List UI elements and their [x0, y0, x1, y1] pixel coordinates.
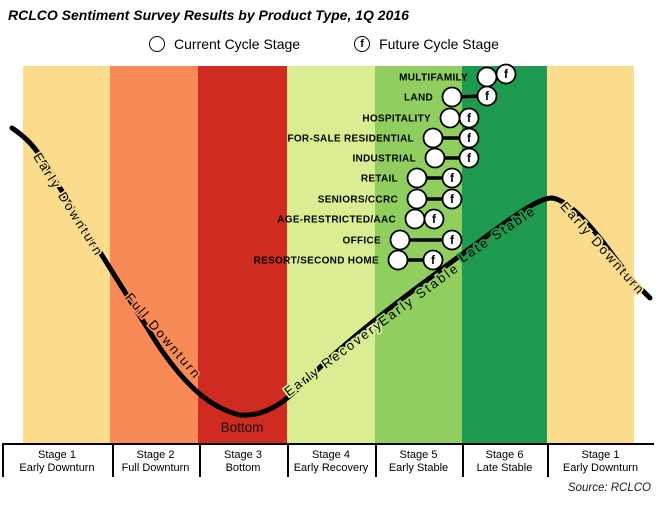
- stage-axis-tick: [2, 444, 4, 477]
- stage-number: Stage 5: [399, 449, 438, 461]
- stage-name: Full Downturn: [121, 462, 190, 474]
- stage-axis-tick: [462, 444, 464, 477]
- stage-name: Late Stable: [476, 462, 533, 474]
- stage-axis-tick: [287, 444, 289, 477]
- stage-number: Stage 2: [136, 449, 175, 461]
- legend-item-future: f Future Cycle Stage: [354, 36, 499, 52]
- stage-axis-line: [2, 443, 654, 445]
- stage-number: Stage 1: [581, 449, 620, 461]
- stage-axis-tick: [547, 444, 549, 477]
- stage-band-full-downturn: [110, 66, 198, 444]
- source-note: Source: RCLCO: [567, 482, 651, 494]
- stage-axis-tick: [112, 444, 114, 477]
- stage-name: Early Recovery: [293, 462, 369, 474]
- legend-label-future: Future Cycle Stage: [379, 36, 499, 52]
- stage-band-early-downturn: [23, 66, 110, 444]
- legend-item-current: Current Cycle Stage: [149, 36, 300, 52]
- legend-label-current: Current Cycle Stage: [174, 36, 301, 52]
- stage-axis-cell-bottom: Stage 3 Bottom: [201, 449, 285, 475]
- future-cycle-stage-icon: f: [354, 36, 371, 52]
- stage-band-late-stable: [462, 66, 547, 444]
- stage-axis-cell-early-downturn: Stage 1 Early Downturn: [549, 449, 652, 475]
- stage-number: Stage 4: [312, 449, 350, 461]
- stage-axis-cell-early-stable: Stage 5 Early Stable: [377, 449, 460, 475]
- page-title: RCLCO Sentiment Survey Results by Produc…: [8, 7, 409, 23]
- stage-name: Early Stable: [388, 462, 449, 474]
- stage-number: Stage 1: [38, 449, 76, 461]
- stage-number: Stage 6: [485, 449, 524, 461]
- legend: Current Cycle Stage f Future Cycle Stage: [149, 36, 499, 52]
- stage-band-early-downturn: [547, 66, 634, 444]
- stage-name: Early Downturn: [19, 462, 95, 474]
- stage-axis-cell-early-recovery: Stage 4 Early Recovery: [289, 449, 373, 475]
- stage-axis-cell-early-downturn: Stage 1 Early Downturn: [4, 449, 110, 475]
- stage-number: Stage 3: [224, 449, 262, 461]
- stage-axis-cell-full-downturn: Stage 2 Full Downturn: [114, 449, 197, 475]
- stage-name: Bottom: [225, 462, 261, 474]
- stage-band-early-recovery: [287, 66, 375, 444]
- stage-axis-cell-late-stable: Stage 6 Late Stable: [464, 449, 545, 475]
- stage-name: Early Downturn: [562, 462, 639, 474]
- stage-band-bottom: [198, 66, 287, 444]
- stage-axis-tick: [199, 444, 201, 477]
- stage-band-early-stable: [375, 66, 462, 444]
- stage-axis-tick: [375, 444, 377, 477]
- current-cycle-stage-icon: [149, 36, 165, 52]
